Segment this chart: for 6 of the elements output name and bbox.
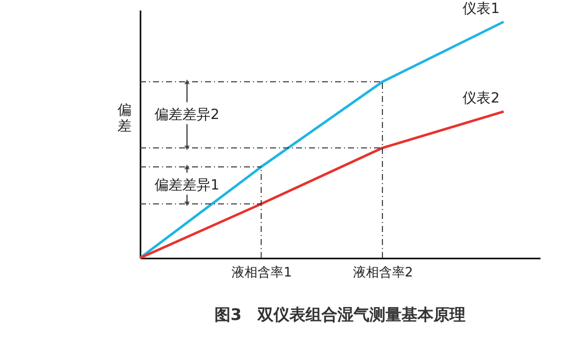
y-axis-title: 偏差 [118,102,132,134]
text: 图3 双仪表组合湿气测量基本原理 [214,305,466,324]
x-tick-label: 液相含率1 [232,264,292,280]
series-label: 仪表2 [462,90,500,107]
series-label: 仪表1 [462,0,500,17]
x-tick-label: 液相含率2 [352,264,414,280]
